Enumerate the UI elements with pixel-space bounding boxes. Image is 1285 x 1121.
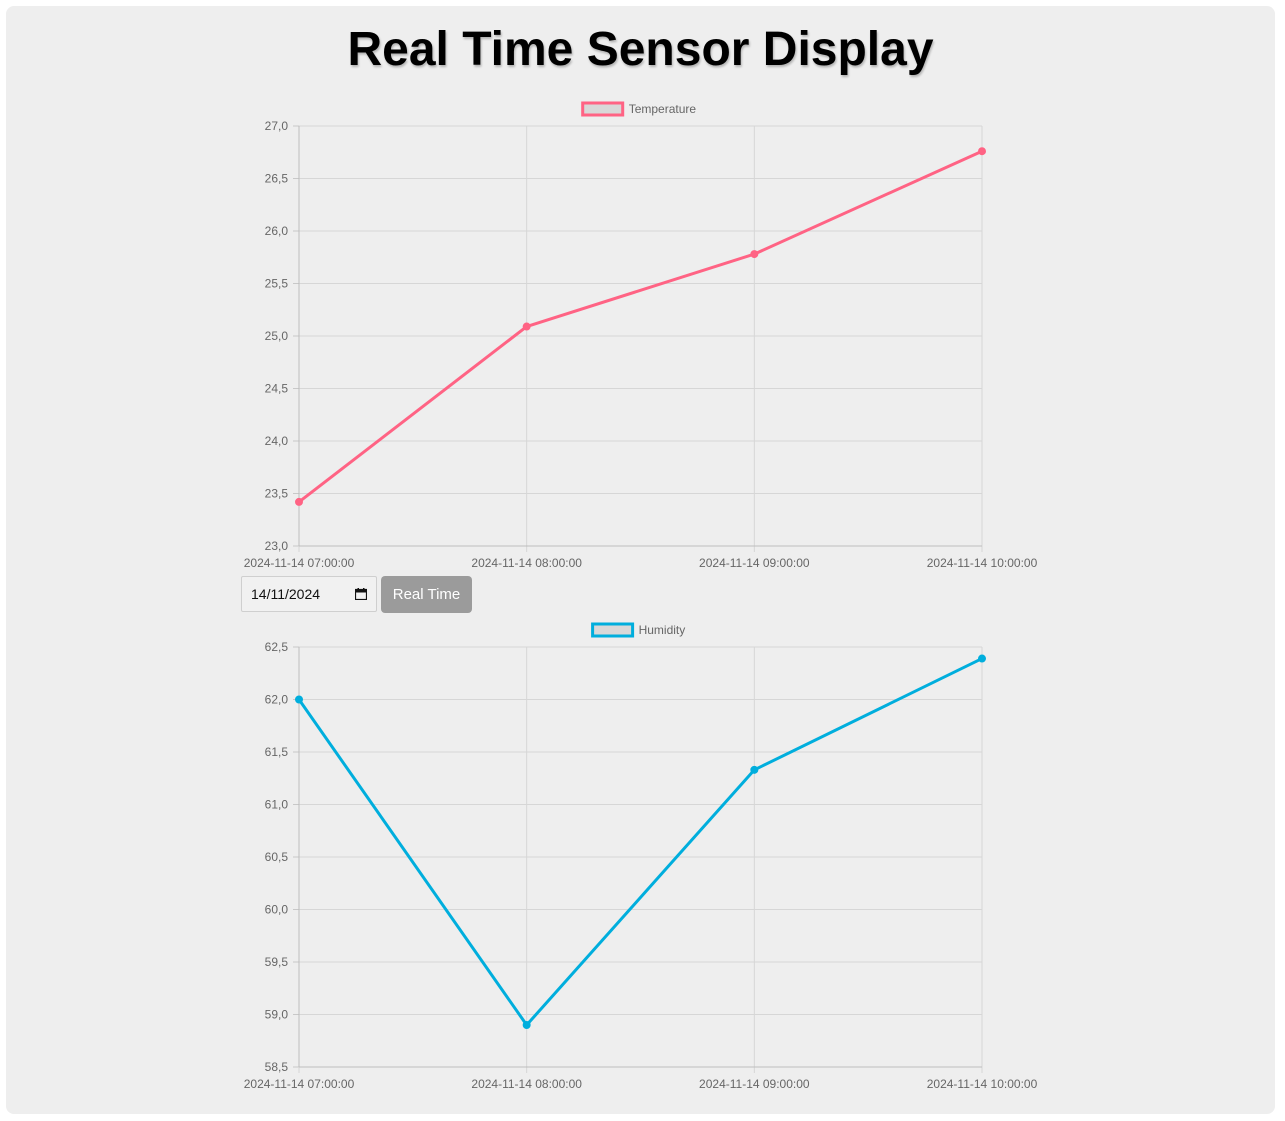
humidity-x-tick-label: 2024-11-14 08:00:00 [471, 1077, 582, 1091]
humidity-legend-label: Humidity [639, 623, 686, 637]
date-input[interactable]: 14/11/2024 [241, 576, 377, 612]
temperature-data-point [522, 322, 531, 331]
temperature-series-line [298, 149, 983, 504]
humidity-legend-swatch [591, 622, 635, 638]
temperature-data-point [978, 147, 986, 156]
temperature-legend-swatch [581, 101, 625, 117]
humidity-y-tick-label: 59,5 [265, 955, 289, 969]
real-time-button[interactable]: Real Time [381, 575, 472, 613]
humidity-legend: Humidity [591, 622, 686, 638]
temperature-x-tick-label: 2024-11-14 09:00:00 [699, 556, 810, 570]
humidity-y-tick-label: 62,5 [265, 640, 289, 654]
humidity-y-tick-label: 59,0 [265, 1008, 289, 1022]
temperature-y-tick-label: 23,5 [265, 487, 289, 501]
humidity-data-point [978, 654, 986, 663]
humidity-data-point [750, 765, 759, 774]
controls-bar: 14/11/2024 Real Time [241, 575, 472, 613]
humidity-data-point [522, 1021, 531, 1029]
temperature-x-tick-label: 2024-11-14 07:00:00 [244, 556, 355, 570]
temperature-chart: Temperature 27,0 26,5 26,0 25,5 25,0 24,5 24,0 2… [244, 101, 1038, 570]
temperature-y-tick-label: 23,0 [265, 539, 289, 553]
calendar-icon[interactable] [355, 588, 367, 600]
temperature-y-tick-label: 25,5 [265, 277, 289, 291]
humidity-x-tick-label: 2024-11-14 09:00:00 [699, 1077, 810, 1091]
humidity-x-tick-label: 2024-11-14 07:00:00 [244, 1077, 355, 1091]
humidity-y-tick-label: 58,5 [265, 1060, 289, 1074]
humidity-series-line [297, 657, 983, 1027]
temperature-y-tick-label: 24,5 [265, 382, 289, 396]
humidity-y-tick-label: 60,0 [265, 903, 289, 917]
humidity-y-tick-label: 61,5 [265, 745, 289, 759]
date-input-value: 14/11/2024 [251, 586, 321, 602]
temperature-y-tick-label: 24,0 [265, 434, 289, 448]
temperature-y-tick-label: 26,5 [265, 172, 289, 186]
humidity-y-tick-label: 61,0 [265, 798, 289, 812]
temperature-y-tick-label: 27,0 [265, 119, 289, 133]
temperature-legend-label: Temperature [629, 102, 697, 116]
temperature-legend: Temperature [581, 101, 697, 117]
temperature-y-tick-label: 26,0 [265, 224, 289, 238]
humidity-chart: Humidity 62,5 62,0 61,5 61,0 60,5 60,0 59,5 59,0… [244, 622, 1038, 1091]
humidity-y-tick-label: 62,0 [265, 693, 289, 707]
temperature-x-tick-label: 2024-11-14 08:00:00 [471, 556, 582, 570]
humidity-data-point [295, 695, 303, 704]
humidity-y-tick-label: 60,5 [265, 850, 289, 864]
temperature-data-point [750, 250, 759, 259]
temperature-data-point [295, 497, 303, 506]
main-panel [6, 6, 1275, 1114]
temperature-y-tick-label: 25,0 [265, 329, 289, 343]
temperature-x-tick-label: 2024-11-14 10:00:00 [927, 556, 1038, 570]
page-title: Real Time Sensor Display [347, 23, 934, 76]
humidity-x-tick-label: 2024-11-14 10:00:00 [927, 1077, 1038, 1091]
